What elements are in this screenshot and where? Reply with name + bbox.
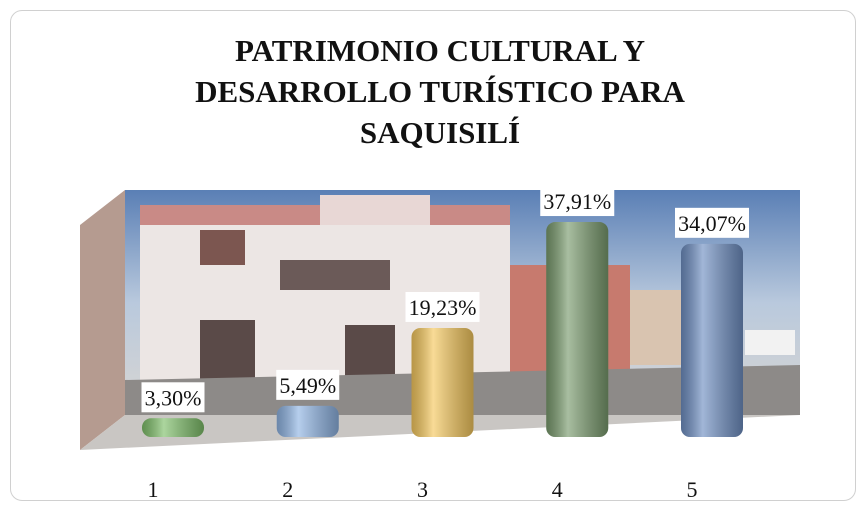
chart: 3,30% 1 5,49% 2 19,23% 3 37,91% 4 34,07% 5 [0, 0, 868, 513]
data-label: 5,49% [279, 373, 336, 398]
data-label: 3,30% [145, 385, 202, 410]
bar-shade [412, 328, 474, 437]
bar-shade [142, 418, 204, 437]
page: PATRIMONIO CULTURAL Y DESARROLLO TURÍSTI… [0, 0, 868, 513]
x-tick-label: 1 [148, 477, 159, 502]
data-label: 19,23% [409, 295, 477, 320]
data-label: 37,91% [543, 189, 611, 214]
data-label: 34,07% [678, 211, 746, 236]
bar-shade [681, 244, 743, 437]
x-tick-label: 4 [552, 477, 563, 502]
x-tick-label: 2 [282, 477, 293, 502]
x-tick-label: 5 [687, 477, 698, 502]
x-tick-label: 3 [417, 477, 428, 502]
bar-shade [277, 406, 339, 437]
bar-shade [546, 222, 608, 437]
